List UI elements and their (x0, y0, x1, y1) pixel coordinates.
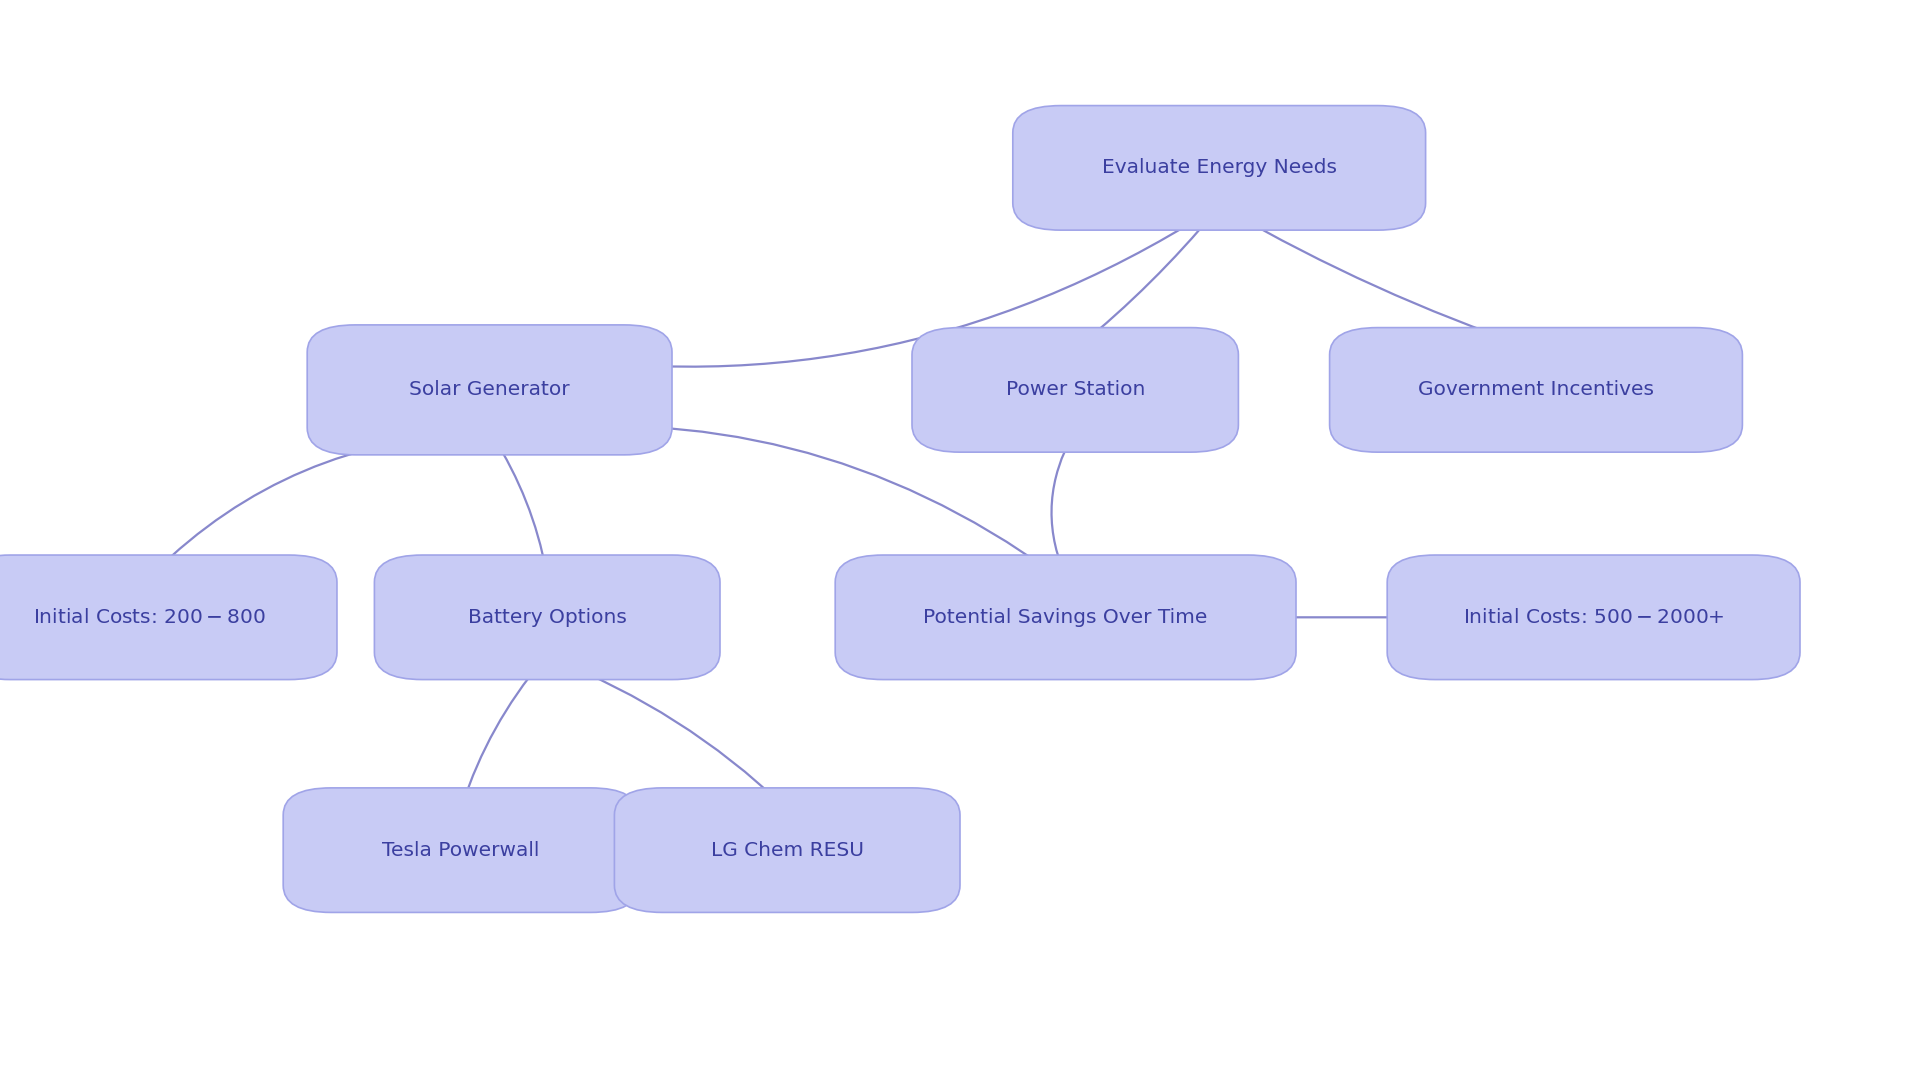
Text: Initial Costs: $500-$2000+: Initial Costs: $500-$2000+ (1463, 608, 1724, 627)
FancyBboxPatch shape (614, 788, 960, 912)
FancyBboxPatch shape (1386, 556, 1799, 680)
FancyBboxPatch shape (1014, 106, 1425, 231)
FancyBboxPatch shape (374, 556, 720, 680)
FancyBboxPatch shape (912, 327, 1238, 453)
FancyBboxPatch shape (1329, 327, 1741, 453)
FancyBboxPatch shape (0, 556, 338, 680)
Text: Battery Options: Battery Options (468, 608, 626, 627)
Text: Government Incentives: Government Incentives (1419, 380, 1653, 400)
Text: Evaluate Energy Needs: Evaluate Energy Needs (1102, 158, 1336, 178)
Text: Potential Savings Over Time: Potential Savings Over Time (924, 608, 1208, 627)
FancyBboxPatch shape (307, 325, 672, 455)
Text: Solar Generator: Solar Generator (409, 380, 570, 400)
Text: Power Station: Power Station (1006, 380, 1144, 400)
Text: Tesla Powerwall: Tesla Powerwall (382, 840, 540, 860)
FancyBboxPatch shape (835, 556, 1296, 680)
Text: Initial Costs: $200-$800: Initial Costs: $200-$800 (33, 608, 267, 627)
FancyBboxPatch shape (284, 788, 637, 912)
Text: LG Chem RESU: LG Chem RESU (710, 840, 864, 860)
